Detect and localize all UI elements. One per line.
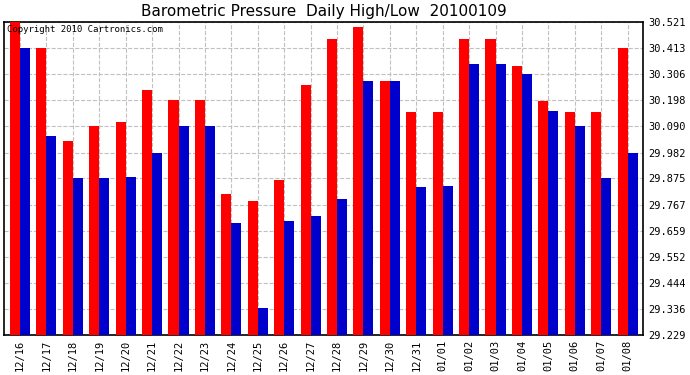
Bar: [380, 81, 390, 335]
Bar: [73, 178, 83, 335]
Bar: [364, 81, 373, 335]
Bar: [337, 199, 347, 335]
Bar: [195, 100, 205, 335]
Bar: [538, 101, 549, 335]
Bar: [205, 126, 215, 335]
Bar: [443, 186, 453, 335]
Bar: [433, 112, 443, 335]
Bar: [495, 64, 506, 335]
Bar: [469, 64, 479, 335]
Bar: [99, 178, 109, 335]
Bar: [46, 136, 57, 335]
Bar: [168, 100, 179, 335]
Bar: [406, 112, 416, 335]
Bar: [10, 22, 20, 335]
Bar: [591, 112, 601, 335]
Bar: [512, 66, 522, 335]
Bar: [284, 221, 294, 335]
Bar: [89, 126, 99, 335]
Bar: [37, 48, 46, 335]
Bar: [486, 39, 495, 335]
Bar: [310, 216, 321, 335]
Title: Barometric Pressure  Daily High/Low  20100109: Barometric Pressure Daily High/Low 20100…: [141, 4, 506, 19]
Text: Copyright 2010 Cartronics.com: Copyright 2010 Cartronics.com: [8, 25, 164, 34]
Bar: [390, 81, 400, 335]
Bar: [274, 180, 284, 335]
Bar: [522, 74, 532, 335]
Bar: [231, 223, 241, 335]
Bar: [459, 39, 469, 335]
Bar: [575, 126, 585, 335]
Bar: [628, 153, 638, 335]
Bar: [142, 90, 152, 335]
Bar: [116, 122, 126, 335]
Bar: [126, 177, 136, 335]
Bar: [179, 126, 188, 335]
Bar: [327, 39, 337, 335]
Bar: [63, 141, 73, 335]
Bar: [20, 48, 30, 335]
Bar: [564, 112, 575, 335]
Bar: [353, 27, 364, 335]
Bar: [248, 201, 258, 335]
Bar: [416, 187, 426, 335]
Bar: [221, 194, 231, 335]
Bar: [258, 308, 268, 335]
Bar: [601, 178, 611, 335]
Bar: [152, 153, 162, 335]
Bar: [301, 86, 310, 335]
Bar: [618, 48, 628, 335]
Bar: [549, 111, 558, 335]
